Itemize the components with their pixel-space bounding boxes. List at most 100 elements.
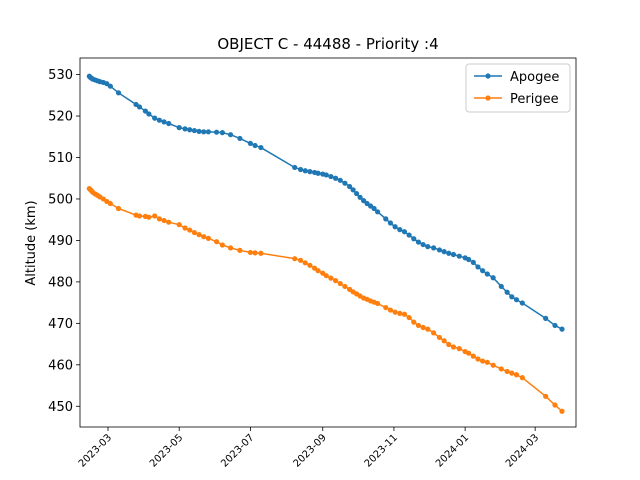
data-point-perigee xyxy=(146,214,152,220)
data-point-perigee xyxy=(136,213,143,219)
data-point-perigee xyxy=(213,239,220,245)
data-point-apogee xyxy=(161,119,167,125)
y-tick-label: 450 xyxy=(48,400,73,415)
data-point-apogee xyxy=(397,227,403,233)
data-point-perigee xyxy=(509,370,515,376)
data-point-apogee xyxy=(357,194,363,200)
y-tick-label: 480 xyxy=(48,275,73,290)
data-point-perigee xyxy=(187,227,193,233)
data-point-apogee xyxy=(307,169,313,175)
data-point-perigee xyxy=(323,273,329,279)
data-point-apogee xyxy=(213,129,220,135)
data-point-perigee xyxy=(152,213,158,219)
legend-marker-apogee xyxy=(485,73,491,79)
data-point-perigee xyxy=(484,359,490,365)
data-point-apogee xyxy=(392,224,398,230)
data-point-apogee xyxy=(146,111,152,117)
data-point-perigee xyxy=(247,249,253,256)
data-point-perigee xyxy=(182,225,188,231)
data-point-apogee xyxy=(411,236,417,242)
data-point-perigee xyxy=(401,311,408,317)
data-point-apogee xyxy=(480,268,486,274)
data-point-apogee xyxy=(337,177,343,183)
data-point-perigee xyxy=(387,307,394,313)
data-point-perigee xyxy=(258,250,264,256)
data-point-apogee xyxy=(353,190,360,197)
data-point-apogee xyxy=(436,247,443,253)
data-point-perigee xyxy=(328,275,334,281)
data-point-perigee xyxy=(441,338,447,344)
data-point-apogee xyxy=(504,289,510,295)
data-point-perigee xyxy=(436,334,443,341)
data-point-perigee xyxy=(156,216,162,222)
data-point-apogee xyxy=(292,164,298,171)
data-point-perigee xyxy=(383,304,389,311)
data-point-apogee xyxy=(142,108,148,114)
data-point-perigee xyxy=(480,358,486,364)
y-tick-label: 490 xyxy=(48,234,73,249)
data-point-apogee xyxy=(219,130,225,136)
data-point-perigee xyxy=(559,408,565,414)
data-point-perigee xyxy=(315,268,321,274)
data-point-perigee xyxy=(397,310,403,316)
y-tick-label: 530 xyxy=(48,68,73,83)
data-point-apogee xyxy=(441,249,447,255)
data-point-apogee xyxy=(136,104,143,110)
y-tick-label: 510 xyxy=(48,151,73,166)
data-point-perigee xyxy=(292,256,298,262)
data-point-apogee xyxy=(371,205,377,212)
data-point-apogee xyxy=(383,216,389,222)
y-axis-label: Altitude (km) xyxy=(24,200,39,285)
data-point-apogee xyxy=(247,140,253,147)
data-point-apogee xyxy=(498,283,504,290)
data-point-perigee xyxy=(392,309,398,315)
data-point-apogee xyxy=(446,250,452,256)
data-point-apogee xyxy=(182,126,188,132)
legend-marker-perigee xyxy=(485,95,491,101)
data-point-perigee xyxy=(498,366,504,372)
data-point-apogee xyxy=(361,198,367,204)
data-point-apogee xyxy=(509,294,515,300)
data-point-perigee xyxy=(446,341,452,348)
data-point-apogee xyxy=(543,315,549,321)
data-point-apogee xyxy=(513,297,520,303)
data-point-apogee xyxy=(415,239,422,245)
data-point-perigee xyxy=(337,280,343,287)
data-point-apogee xyxy=(456,253,462,259)
y-tick-label: 500 xyxy=(48,192,73,207)
data-point-apogee xyxy=(176,125,182,131)
data-point-perigee xyxy=(107,200,113,207)
data-point-apogee xyxy=(342,180,348,186)
data-point-perigee xyxy=(307,262,313,268)
legend-label-apogee: Apogee xyxy=(510,70,559,85)
data-point-apogee xyxy=(201,129,207,135)
data-point-perigee xyxy=(166,219,172,225)
data-point-perigee xyxy=(475,356,481,362)
data-point-perigee xyxy=(552,402,558,408)
data-point-apogee xyxy=(387,220,394,226)
data-point-perigee xyxy=(406,314,412,321)
data-point-perigee xyxy=(415,322,422,329)
data-point-apogee xyxy=(490,275,496,281)
data-point-perigee xyxy=(425,326,431,332)
data-point-perigee xyxy=(504,368,510,375)
data-point-perigee xyxy=(470,353,476,359)
data-point-apogee xyxy=(107,83,113,89)
data-point-perigee xyxy=(450,344,457,350)
data-point-perigee xyxy=(375,300,381,307)
data-point-perigee xyxy=(411,319,417,325)
data-point-apogee xyxy=(346,183,353,190)
data-point-perigee xyxy=(196,232,202,238)
data-point-perigee xyxy=(237,247,243,253)
data-point-perigee xyxy=(191,229,197,236)
chart-title: OBJECT C - 44488 - Priority :4 xyxy=(217,35,438,53)
data-point-perigee xyxy=(201,234,207,240)
data-point-apogee xyxy=(406,232,412,238)
data-point-apogee xyxy=(196,128,202,134)
data-point-apogee xyxy=(350,187,356,193)
data-point-perigee xyxy=(513,372,520,378)
y-tick-label: 470 xyxy=(48,317,73,332)
data-point-perigee xyxy=(466,350,472,356)
data-point-apogee xyxy=(152,115,158,121)
